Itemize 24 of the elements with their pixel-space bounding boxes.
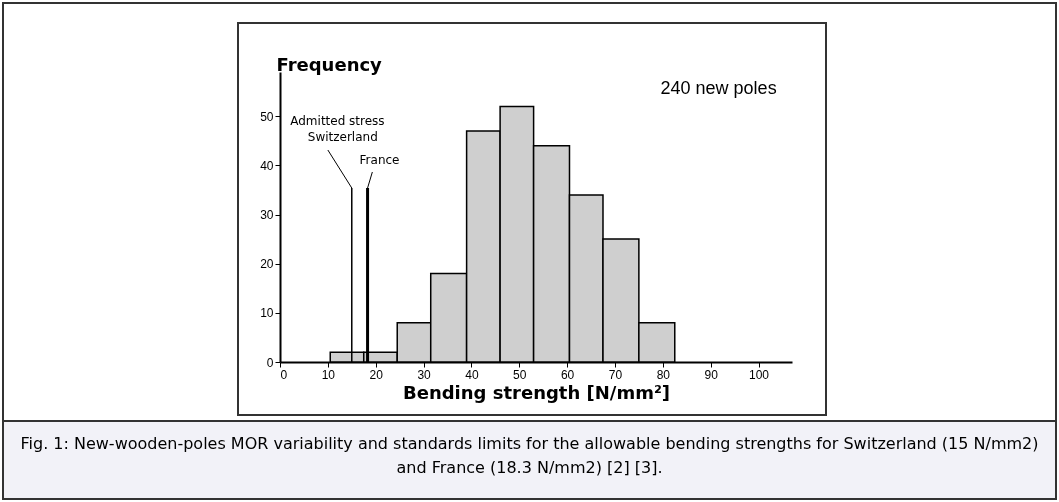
annotation: 240 new poles <box>660 78 777 98</box>
y-tick-label: 30 <box>260 208 274 223</box>
x-tick-label: 70 <box>608 367 623 382</box>
x-tick-label: 100 <box>748 367 770 382</box>
x-tick-label: 80 <box>656 367 671 382</box>
x-tick-label: 90 <box>704 367 719 382</box>
x-tick-label: 10 <box>321 367 336 382</box>
y-axis-title: Frequency <box>276 53 383 75</box>
ref-line-label: France <box>359 153 400 167</box>
y-tick-label: 10 <box>260 306 274 321</box>
y-tick-label: 0 <box>266 355 274 370</box>
x-tick-label: 40 <box>465 367 479 382</box>
y-tick-label: 40 <box>260 158 274 173</box>
x-tick-label: 0 <box>280 367 288 382</box>
x-tick-label: 50 <box>513 367 527 382</box>
y-tick-label: 20 <box>260 257 274 272</box>
x-tick-label: 60 <box>560 367 575 382</box>
y-tick-label: 50 <box>260 109 274 124</box>
caption: Fig. 1: New-wooden-poles MOR variability and standards limits for the allowable bending strengths for Switzerland (15 N/mm2) and France (18.3 N/mm2) [2] [3]. <box>4 420 1055 498</box>
x-tick-label: 30 <box>417 367 432 382</box>
ref-line-label: Switzerland <box>307 130 378 144</box>
x-axis-title: Bending strength [N/mm²] <box>402 381 671 403</box>
x-tick-label: 20 <box>369 367 384 382</box>
annotation: Admitted stress <box>290 114 385 128</box>
